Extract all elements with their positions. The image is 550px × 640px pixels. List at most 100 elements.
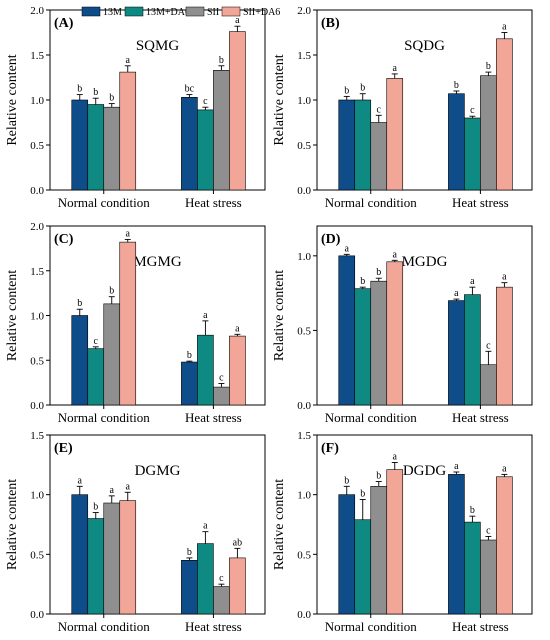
y-axis-label: Relative content: [272, 270, 287, 361]
bar: [181, 361, 198, 406]
bar: [119, 500, 137, 615]
y-tick-label: 0.5: [30, 140, 44, 152]
chart-panel-b: 0.0 0.5 1.0 1.5 2.0 Relative content (B) SQDG No…: [272, 5, 533, 210]
significance-letter: b: [470, 505, 475, 516]
bar: [480, 364, 497, 406]
x-tick-label: Normal condition: [58, 195, 151, 210]
y-axis-label: Relative content: [5, 270, 20, 361]
significance-letter: a: [126, 481, 131, 492]
significance-letter: a: [345, 243, 350, 254]
significance-letter: a: [393, 63, 398, 74]
y-axis-label: Relative content: [5, 479, 20, 570]
legend-label: SII+DA6: [243, 7, 280, 18]
bar: [103, 106, 121, 191]
y-tick-label: 2.0: [297, 5, 311, 17]
bar: [119, 241, 137, 406]
bar: [213, 386, 230, 406]
chart-panel-d: 0.0 0.5 1.0 Relative content (D) MGDG Normal c…: [272, 225, 533, 425]
significance-letter: b: [454, 80, 459, 91]
bar: [87, 348, 105, 406]
bar: [87, 104, 105, 191]
y-tick-label: 0.0: [30, 609, 44, 621]
y-tick-label: 0.5: [30, 549, 44, 561]
panel-title: SQDG: [404, 38, 445, 54]
x-tick-label: Normal condition: [58, 410, 151, 425]
significance-letter: a: [454, 288, 459, 299]
y-tick-label: 1.0: [297, 490, 311, 502]
panel-title: DGMG: [135, 463, 181, 479]
legend-swatch: [124, 6, 144, 17]
bar: [197, 109, 214, 191]
significance-letter: a: [203, 310, 208, 321]
bar: [71, 494, 89, 615]
panel-label: (E): [54, 441, 73, 456]
bar: [464, 117, 481, 191]
significance-letter: b: [344, 475, 349, 486]
panel-label: (A): [54, 16, 74, 31]
y-tick-label: 0.0: [297, 609, 311, 621]
panel-title: SQMG: [136, 38, 180, 54]
bar: [464, 521, 481, 615]
x-tick-label: Normal condition: [325, 619, 418, 634]
significance-letter: c: [486, 525, 491, 536]
y-tick-label: 1.5: [297, 50, 311, 62]
significance-letter: c: [219, 373, 224, 384]
chart-panel-f: 0.0 0.5 1.0 1.5 Relative content (F) DGDG Norma…: [272, 430, 533, 634]
bar: [496, 38, 513, 191]
significance-letter: b: [187, 547, 192, 558]
plot-frame: [316, 225, 533, 406]
legend-swatch: [185, 6, 205, 17]
y-tick-label: 1.5: [30, 266, 44, 278]
significance-letter: a: [502, 22, 507, 33]
panel-title: MGDG: [402, 254, 448, 270]
significance-letter: b: [77, 298, 82, 309]
bar: [354, 288, 372, 406]
bar: [213, 586, 230, 615]
significance-letter: a: [393, 249, 398, 260]
significance-letter: a: [126, 55, 131, 66]
x-tick-label: Normal condition: [58, 619, 151, 634]
significance-letter: b: [219, 55, 224, 66]
x-tick-label: Normal condition: [325, 410, 418, 425]
bar: [213, 70, 230, 191]
y-axis-label: Relative content: [272, 54, 287, 145]
chart-panel-a: 0.0 0.5 1.0 1.5 2.0 Relative content (A) SQMG No…: [5, 5, 266, 210]
bar: [448, 474, 465, 615]
bar: [229, 335, 246, 406]
panel-label: (F): [321, 441, 339, 456]
significance-letter: b: [187, 350, 192, 361]
significance-letter: bc: [185, 84, 195, 95]
significance-letter: a: [502, 463, 507, 474]
y-tick-label: 0.0: [297, 400, 311, 412]
bar: [229, 557, 246, 615]
x-tick-label: Heat stress: [185, 410, 242, 425]
significance-letter: b: [93, 87, 98, 98]
significance-letter: b: [109, 286, 114, 297]
y-tick-label: 1.0: [30, 95, 44, 107]
significance-letter: b: [486, 61, 491, 72]
legend-label: SII: [207, 7, 219, 18]
y-tick-label: 1.5: [297, 430, 311, 442]
bar: [386, 261, 404, 406]
y-tick-label: 1.0: [297, 251, 311, 263]
bar: [338, 99, 356, 191]
significance-letter: b: [376, 471, 381, 482]
significance-letter: b: [360, 276, 365, 287]
x-tick-label: Heat stress: [452, 619, 509, 634]
panel-title: DGDG: [403, 463, 446, 479]
significance-letter: a: [78, 475, 83, 486]
bar: [181, 97, 198, 191]
significance-letter: a: [126, 228, 131, 239]
y-tick-label: 0.0: [30, 400, 44, 412]
x-tick-label: Heat stress: [185, 619, 242, 634]
legend-label: 13M+DA6: [146, 7, 190, 18]
y-axis-label: Relative content: [5, 54, 20, 145]
bar: [496, 476, 513, 615]
significance-letter: c: [94, 336, 99, 347]
bar: [386, 78, 404, 191]
plot-frame: [316, 434, 533, 615]
y-tick-label: 2.0: [30, 221, 44, 233]
significance-letter: b: [360, 488, 365, 499]
panel-label: (B): [321, 16, 340, 31]
